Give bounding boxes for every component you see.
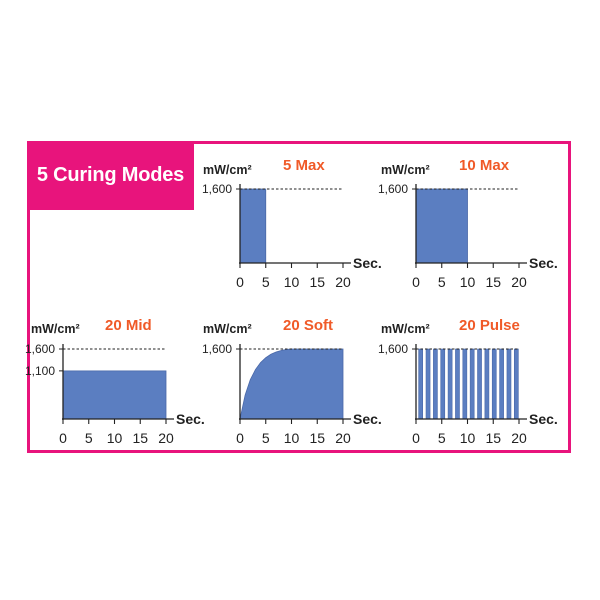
x-tick-label: 5 bbox=[85, 430, 93, 446]
pulse-bar bbox=[418, 348, 424, 420]
x-tick-label: 5 bbox=[262, 430, 270, 446]
x-tick-label: 5 bbox=[438, 274, 446, 290]
chart-title: 20 Mid bbox=[105, 317, 152, 334]
x-tick-label: 0 bbox=[412, 430, 420, 446]
chart-20-pulse: 0 5 10 15 20 1,600 mW/cm² 20 Pulse Sec. bbox=[378, 317, 558, 446]
chart-20-mid: 0 5 10 15 20 1,600 1,100 mW/cm² 20 Mid Sec. bbox=[25, 317, 205, 446]
x-tick-label: 10 bbox=[284, 274, 300, 290]
data-area bbox=[62, 370, 167, 420]
y-tick-label: 1,100 bbox=[25, 364, 55, 378]
x-tick-label: 10 bbox=[460, 430, 476, 446]
x-tick-label: 5 bbox=[438, 430, 446, 446]
title-banner: 5 Curing Modes bbox=[27, 141, 194, 210]
x-tick-label: 15 bbox=[132, 430, 148, 446]
pulse-bar bbox=[506, 348, 512, 420]
y-tick-label: 1,600 bbox=[378, 182, 408, 196]
x-tick-label: 5 bbox=[262, 274, 270, 290]
pulse-bar bbox=[491, 348, 497, 420]
pulse-bar bbox=[440, 348, 446, 420]
x-tick-label: 10 bbox=[284, 430, 300, 446]
x-tick-label: 0 bbox=[59, 430, 67, 446]
y-tick-label: 1,600 bbox=[25, 342, 55, 356]
x-tick-label: 20 bbox=[511, 274, 527, 290]
y-tick-label: 1,600 bbox=[202, 182, 232, 196]
x-tick-label: 10 bbox=[460, 274, 476, 290]
pulse-bar bbox=[499, 348, 504, 420]
chart-title: 20 Soft bbox=[283, 317, 333, 334]
y-tick-label: 1,600 bbox=[378, 342, 408, 356]
y-axis-label: mW/cm² bbox=[381, 163, 430, 177]
pulse-bar bbox=[484, 348, 490, 420]
y-axis-label: mW/cm² bbox=[31, 322, 80, 336]
x-tick-label: 0 bbox=[236, 274, 244, 290]
x-axis-label: Sec. bbox=[176, 411, 205, 427]
x-tick-label: 20 bbox=[335, 430, 351, 446]
data-area bbox=[415, 188, 468, 264]
pulse-bar bbox=[433, 348, 438, 420]
pulse-bar bbox=[447, 348, 453, 420]
y-tick-label: 1,600 bbox=[202, 342, 232, 356]
x-tick-label: 15 bbox=[485, 274, 501, 290]
chart-title: 20 Pulse bbox=[459, 317, 520, 334]
y-axis-label: mW/cm² bbox=[203, 163, 252, 177]
x-tick-label: 15 bbox=[309, 274, 325, 290]
y-axis-label: mW/cm² bbox=[381, 322, 430, 336]
page-title: 5 Curing Modes bbox=[36, 164, 185, 186]
x-tick-label: 15 bbox=[309, 430, 325, 446]
x-axis-label: Sec. bbox=[353, 411, 382, 427]
x-axis-label: Sec. bbox=[353, 255, 382, 271]
pulse-bar bbox=[455, 348, 460, 420]
pulse-bar bbox=[477, 348, 482, 420]
chart-title: 10 Max bbox=[459, 157, 510, 174]
x-tick-label: 20 bbox=[335, 274, 351, 290]
x-axis-label: Sec. bbox=[529, 255, 558, 271]
pulse-bar bbox=[425, 348, 431, 420]
chart-20-soft: 0 5 10 15 20 1,600 mW/cm² 20 Soft Sec. bbox=[202, 317, 382, 446]
data-area bbox=[239, 348, 344, 420]
chart-5-max: 0 5 10 15 20 1,600 mW/cm² 5 Max Sec. bbox=[202, 157, 382, 290]
x-axis-label: Sec. bbox=[529, 411, 558, 427]
x-tick-label: 15 bbox=[485, 430, 501, 446]
x-tick-label: 20 bbox=[511, 430, 527, 446]
pulse-bar bbox=[469, 348, 475, 420]
x-tick-label: 10 bbox=[107, 430, 123, 446]
x-tick-label: 0 bbox=[236, 430, 244, 446]
chart-10-max: 0 5 10 15 20 1,600 mW/cm² 10 Max Sec. bbox=[378, 157, 558, 290]
x-tick-label: 20 bbox=[158, 430, 174, 446]
pulse-bar bbox=[462, 348, 468, 420]
y-axis-label: mW/cm² bbox=[203, 322, 252, 336]
chart-title: 5 Max bbox=[283, 157, 325, 174]
pulse-bar bbox=[513, 348, 519, 420]
data-area bbox=[239, 188, 267, 264]
x-tick-label: 0 bbox=[412, 274, 420, 290]
